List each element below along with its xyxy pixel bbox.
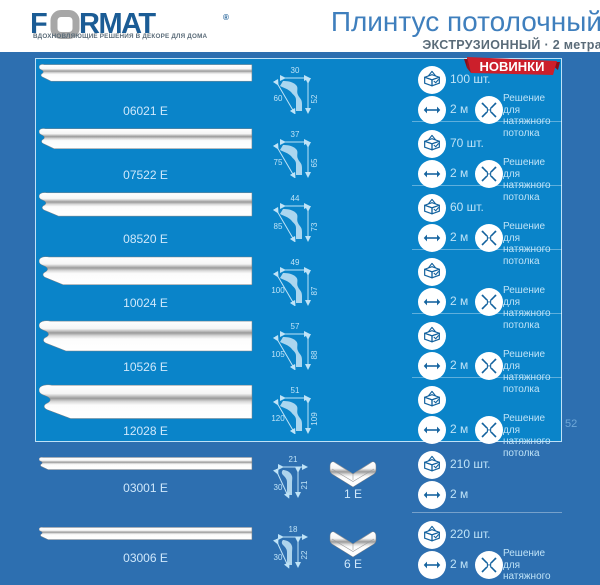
- svg-text:60: 60: [274, 94, 283, 103]
- svg-text:37: 37: [291, 130, 300, 139]
- svg-text:21: 21: [289, 455, 298, 464]
- svg-text:87: 87: [310, 286, 319, 295]
- svg-text:52: 52: [310, 94, 319, 103]
- svg-text:H: H: [486, 425, 491, 434]
- svg-text:51: 51: [291, 386, 300, 395]
- svg-text:65: 65: [310, 158, 319, 167]
- svg-text:44: 44: [291, 194, 300, 203]
- svg-text:21: 21: [300, 480, 309, 489]
- svg-text:H: H: [486, 105, 491, 114]
- svg-text:49: 49: [291, 258, 300, 267]
- svg-text:109: 109: [310, 412, 319, 426]
- svg-text:H: H: [486, 233, 491, 242]
- svg-text:H: H: [486, 297, 491, 306]
- svg-text:H: H: [486, 169, 491, 178]
- svg-text:120: 120: [271, 414, 285, 423]
- svg-text:18: 18: [289, 525, 298, 534]
- svg-text:30: 30: [291, 66, 300, 75]
- svg-text:30: 30: [274, 553, 283, 562]
- svg-text:73: 73: [310, 222, 319, 231]
- svg-text:88: 88: [310, 350, 319, 359]
- svg-text:85: 85: [274, 222, 283, 231]
- svg-text:H: H: [486, 361, 491, 370]
- svg-text:H: H: [486, 560, 491, 569]
- svg-text:105: 105: [271, 350, 285, 359]
- svg-text:НОВИНКИ: НОВИНКИ: [480, 59, 545, 74]
- svg-text:100: 100: [271, 286, 285, 295]
- svg-text:®: ®: [223, 13, 229, 22]
- svg-text:75: 75: [274, 158, 283, 167]
- svg-text:22: 22: [300, 550, 309, 559]
- svg-text:57: 57: [291, 322, 300, 331]
- svg-text:30: 30: [274, 483, 283, 492]
